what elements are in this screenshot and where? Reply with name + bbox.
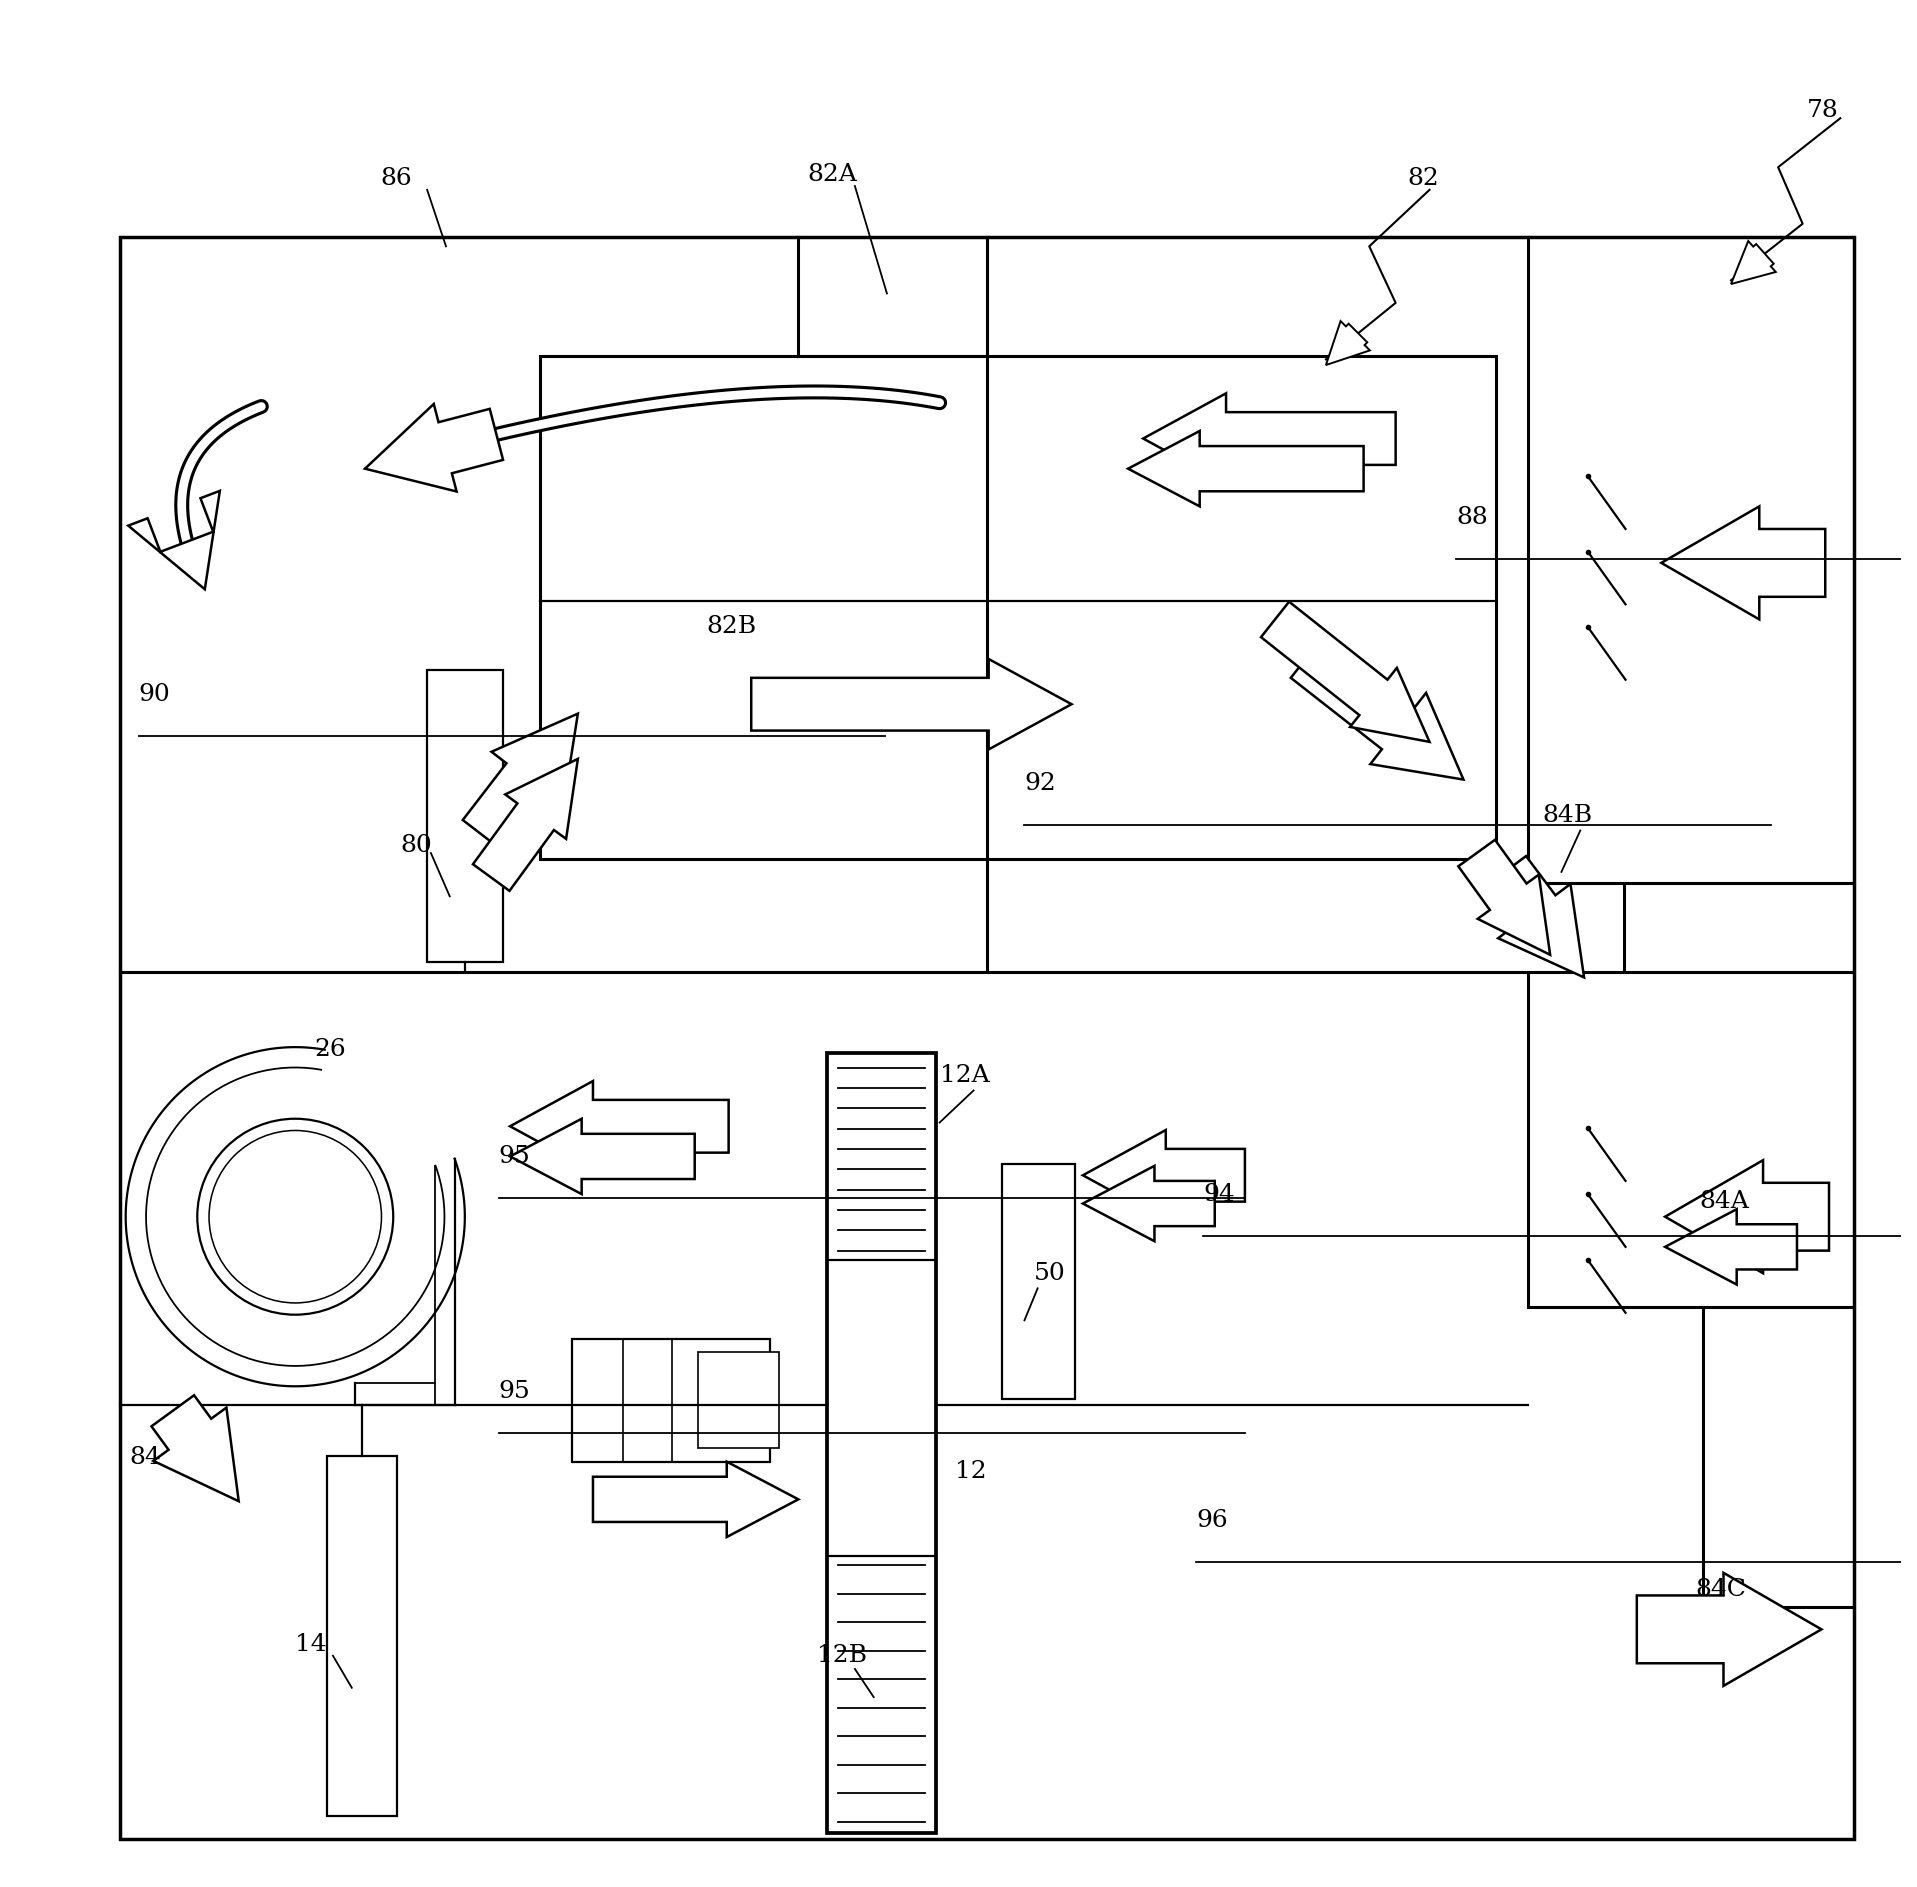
Text: 88: 88 <box>1455 506 1488 528</box>
Polygon shape <box>151 1394 240 1502</box>
Polygon shape <box>510 1081 728 1172</box>
Text: 86: 86 <box>380 168 412 191</box>
Polygon shape <box>1127 430 1363 506</box>
Polygon shape <box>1083 1130 1244 1221</box>
Circle shape <box>209 1130 381 1302</box>
Polygon shape <box>121 238 1854 1838</box>
Text: 26: 26 <box>314 1038 345 1060</box>
Text: 84C: 84C <box>1695 1578 1746 1602</box>
Text: 84B: 84B <box>1543 804 1593 827</box>
Text: 95: 95 <box>498 1381 531 1404</box>
Polygon shape <box>1637 1574 1821 1685</box>
Polygon shape <box>128 491 220 589</box>
Polygon shape <box>1290 636 1463 779</box>
Text: 12: 12 <box>955 1459 987 1483</box>
Polygon shape <box>1662 506 1825 619</box>
Polygon shape <box>541 355 1495 859</box>
Text: 12A: 12A <box>939 1064 989 1087</box>
Text: 50: 50 <box>1033 1262 1066 1285</box>
Polygon shape <box>751 659 1072 749</box>
Polygon shape <box>1003 1164 1075 1400</box>
Text: 78: 78 <box>1806 100 1838 123</box>
Polygon shape <box>1666 1210 1796 1285</box>
Polygon shape <box>364 404 502 491</box>
Text: 90: 90 <box>138 683 171 706</box>
Circle shape <box>197 1119 393 1315</box>
Polygon shape <box>1143 392 1396 483</box>
Polygon shape <box>1484 857 1583 977</box>
Text: 12B: 12B <box>817 1644 866 1668</box>
Polygon shape <box>462 713 577 853</box>
Polygon shape <box>510 1119 694 1194</box>
Polygon shape <box>592 1462 797 1538</box>
Text: 80: 80 <box>401 834 433 857</box>
Text: 92: 92 <box>1024 772 1056 794</box>
Polygon shape <box>1731 242 1775 285</box>
Polygon shape <box>473 759 577 891</box>
Text: 14: 14 <box>295 1632 328 1657</box>
Text: 95: 95 <box>498 1145 531 1168</box>
Text: 82B: 82B <box>705 615 755 638</box>
Text: 94: 94 <box>1204 1183 1235 1206</box>
Text: 84A: 84A <box>1698 1191 1748 1213</box>
Text: 82A: 82A <box>807 164 857 187</box>
Text: 96: 96 <box>1196 1508 1227 1532</box>
Polygon shape <box>1327 321 1371 364</box>
Polygon shape <box>1083 1166 1215 1242</box>
Polygon shape <box>1261 602 1430 742</box>
Polygon shape <box>573 1340 771 1462</box>
Polygon shape <box>1666 1161 1829 1274</box>
Polygon shape <box>427 670 502 962</box>
Text: 84: 84 <box>130 1447 161 1470</box>
Polygon shape <box>1459 840 1551 955</box>
Polygon shape <box>328 1457 397 1815</box>
Polygon shape <box>698 1353 780 1449</box>
Polygon shape <box>826 1053 935 1832</box>
Text: 82: 82 <box>1407 168 1438 191</box>
